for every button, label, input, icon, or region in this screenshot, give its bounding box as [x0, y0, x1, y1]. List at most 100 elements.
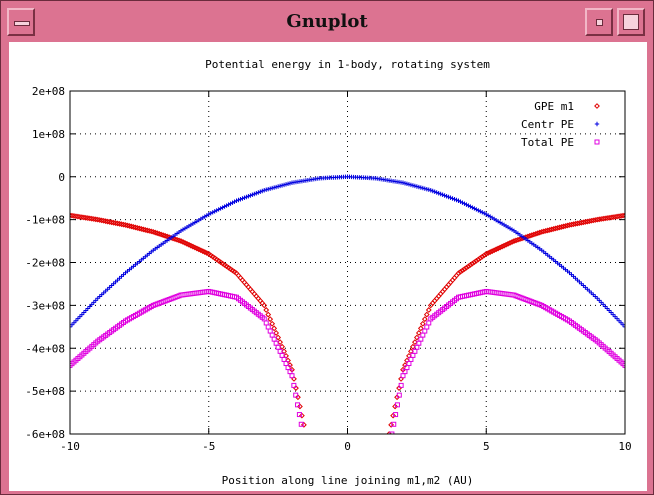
data-point [260, 188, 265, 194]
data-point [479, 253, 486, 260]
data-point [477, 255, 484, 261]
minimize-icon [596, 19, 603, 26]
data-point [423, 311, 430, 318]
minimize-button[interactable] [585, 8, 613, 36]
y-tick-label: -5e+08 [25, 385, 65, 398]
data-point [597, 298, 602, 303]
data-point [604, 306, 610, 311]
data-point [622, 212, 625, 219]
data-point [465, 263, 472, 270]
data-point [408, 182, 414, 188]
y-tick-label: -4e+08 [25, 342, 65, 355]
data-point [434, 190, 439, 195]
data-point [422, 186, 428, 191]
data-point [291, 382, 297, 388]
data-point [425, 307, 432, 313]
data-point [404, 181, 410, 187]
data-point [467, 262, 474, 268]
data-point [410, 352, 416, 358]
title-bar[interactable]: Gnuplot [5, 5, 649, 39]
data-point [83, 308, 89, 313]
data-point [70, 324, 73, 330]
data-point [265, 311, 272, 318]
data-point [269, 332, 275, 338]
data-point [269, 320, 276, 327]
legend-label: Total PE [521, 136, 574, 149]
data-point [526, 232, 533, 239]
data-point [222, 204, 227, 209]
data-point [220, 205, 225, 210]
data-point [515, 236, 521, 243]
x-tick-label: 5 [483, 440, 490, 453]
window-menu-icon [14, 21, 30, 26]
data-point [414, 184, 420, 189]
data-point [271, 185, 277, 190]
data-point [264, 187, 269, 192]
data-point [521, 234, 527, 241]
data-point [70, 322, 75, 327]
data-point [595, 296, 600, 301]
data-point [240, 196, 245, 201]
data-point [501, 242, 507, 249]
data-point [600, 302, 606, 307]
data-point [244, 194, 249, 200]
data-point [438, 191, 443, 197]
data-point [232, 199, 237, 204]
data-point [238, 197, 243, 202]
y-tick-label: -1e+08 [25, 214, 65, 227]
data-point [295, 394, 301, 401]
x-tick-label: 10 [618, 440, 631, 453]
x-tick-label: -10 [60, 440, 80, 453]
data-point [248, 193, 253, 198]
legend-marker [594, 121, 600, 127]
data-point [273, 184, 279, 190]
data-point [460, 200, 465, 205]
data-point [389, 431, 395, 434]
data-point [256, 190, 261, 195]
data-point [608, 310, 614, 315]
maximize-button[interactable] [617, 8, 645, 36]
data-point [406, 182, 412, 187]
window-title: Gnuplot [286, 11, 368, 32]
data-point [448, 195, 453, 200]
data-point [420, 185, 426, 191]
data-point [418, 185, 424, 190]
data-point [497, 244, 504, 251]
data-point [230, 200, 235, 205]
data-point [482, 211, 487, 216]
data-point [297, 403, 303, 410]
data-point [81, 310, 87, 315]
data-point [616, 318, 622, 323]
data-point [226, 202, 231, 207]
data-point [470, 205, 475, 210]
data-point [293, 392, 299, 398]
data-point [495, 245, 502, 252]
data-point [281, 182, 287, 188]
series-total-pe [70, 288, 625, 434]
data-point [206, 212, 211, 217]
data-point [388, 421, 395, 428]
window-menu-button[interactable] [7, 8, 35, 36]
data-point [392, 403, 398, 410]
data-point [390, 412, 396, 419]
data-point [456, 198, 461, 203]
data-point [283, 182, 289, 187]
legend-label: GPE m1 [534, 100, 574, 113]
data-point [614, 316, 620, 321]
y-tick-label: -2e+08 [25, 257, 65, 270]
data-point [463, 264, 470, 271]
data-point [275, 184, 281, 189]
data-point [279, 183, 285, 188]
x-axis-label: Position along line joining m1,m2 (AU) [222, 474, 474, 487]
data-point [422, 328, 428, 334]
data-point [75, 316, 81, 321]
data-point [420, 332, 426, 338]
data-point [402, 181, 408, 186]
data-point [459, 267, 466, 274]
data-point [87, 304, 93, 309]
series-centr-pe [70, 174, 625, 330]
data-point [73, 318, 79, 323]
data-point [458, 199, 463, 204]
data-point [214, 208, 219, 213]
